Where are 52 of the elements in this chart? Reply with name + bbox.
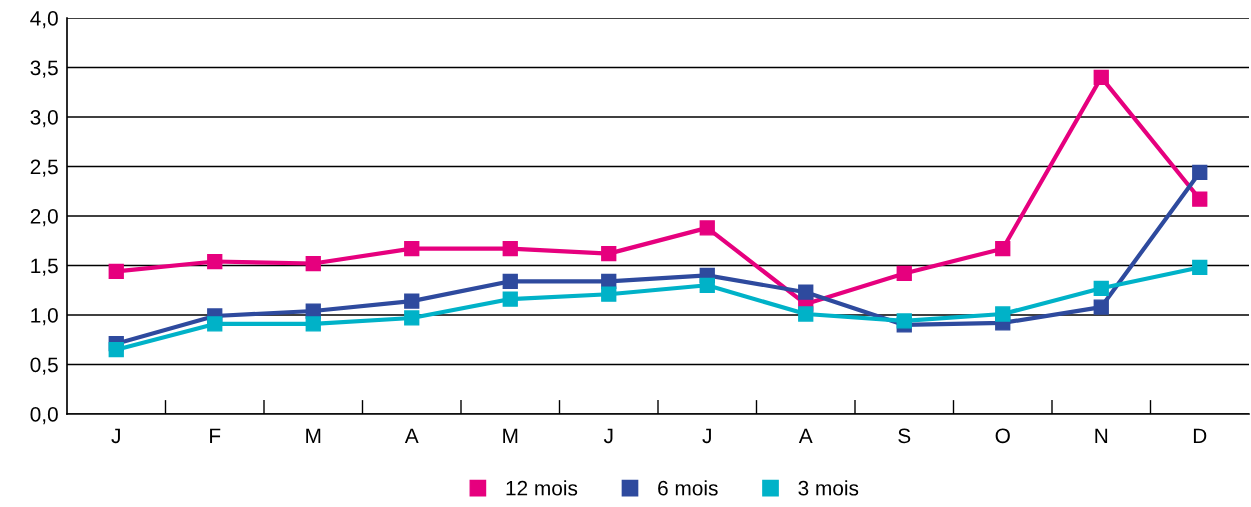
x-tick-label: M	[306, 428, 321, 443]
point	[699, 220, 715, 236]
point	[502, 291, 518, 307]
legend-label: 3 mois	[798, 480, 859, 496]
point	[995, 306, 1011, 322]
point	[207, 316, 223, 332]
x-tick-label: N	[1095, 428, 1108, 443]
point	[1093, 69, 1109, 86]
point	[699, 277, 715, 293]
point	[1093, 280, 1109, 296]
y-tick-label: 0,5	[30, 357, 58, 375]
legend-label: 6 mois	[658, 480, 718, 496]
x-tick-label: J	[603, 428, 613, 444]
point	[896, 313, 912, 329]
point	[798, 284, 814, 300]
point	[798, 306, 814, 322]
x-tick-label: O	[995, 428, 1010, 444]
x-tick-label: J	[111, 428, 120, 444]
x-tick-label: A	[404, 428, 419, 443]
point	[108, 263, 124, 280]
point	[995, 241, 1011, 257]
point	[1192, 259, 1208, 276]
y-tick-label: 3,5	[30, 60, 58, 78]
y-tick-label: 2,0	[30, 209, 58, 227]
y-tick-label: 2,5	[30, 159, 58, 177]
point	[601, 286, 617, 302]
point	[1093, 299, 1109, 315]
point	[305, 255, 321, 272]
x-tick-label: F	[210, 428, 221, 443]
x-tick-label: M	[503, 428, 518, 443]
x-tick-label: J	[702, 428, 711, 444]
y-tick-label: 3,0	[30, 110, 58, 128]
x-tick-label: D	[1193, 428, 1207, 443]
point	[404, 310, 420, 326]
point	[1192, 191, 1208, 207]
point	[404, 241, 420, 257]
y-tick-label: 1,5	[31, 258, 58, 276]
point	[502, 273, 518, 289]
y-tick-label: 1,0	[31, 308, 58, 326]
x-tick-label: S	[898, 428, 911, 444]
point	[305, 316, 321, 332]
point	[502, 241, 518, 257]
y-tick-label: 4,0	[30, 11, 58, 29]
y-tick-label: 0,0	[30, 407, 58, 425]
point	[896, 265, 912, 282]
point	[601, 245, 617, 262]
point	[1192, 164, 1208, 181]
point	[207, 253, 223, 270]
legend-label: 12 mois	[506, 480, 578, 496]
point	[108, 342, 124, 358]
x-tick-label: A	[798, 428, 813, 443]
point	[404, 293, 420, 309]
